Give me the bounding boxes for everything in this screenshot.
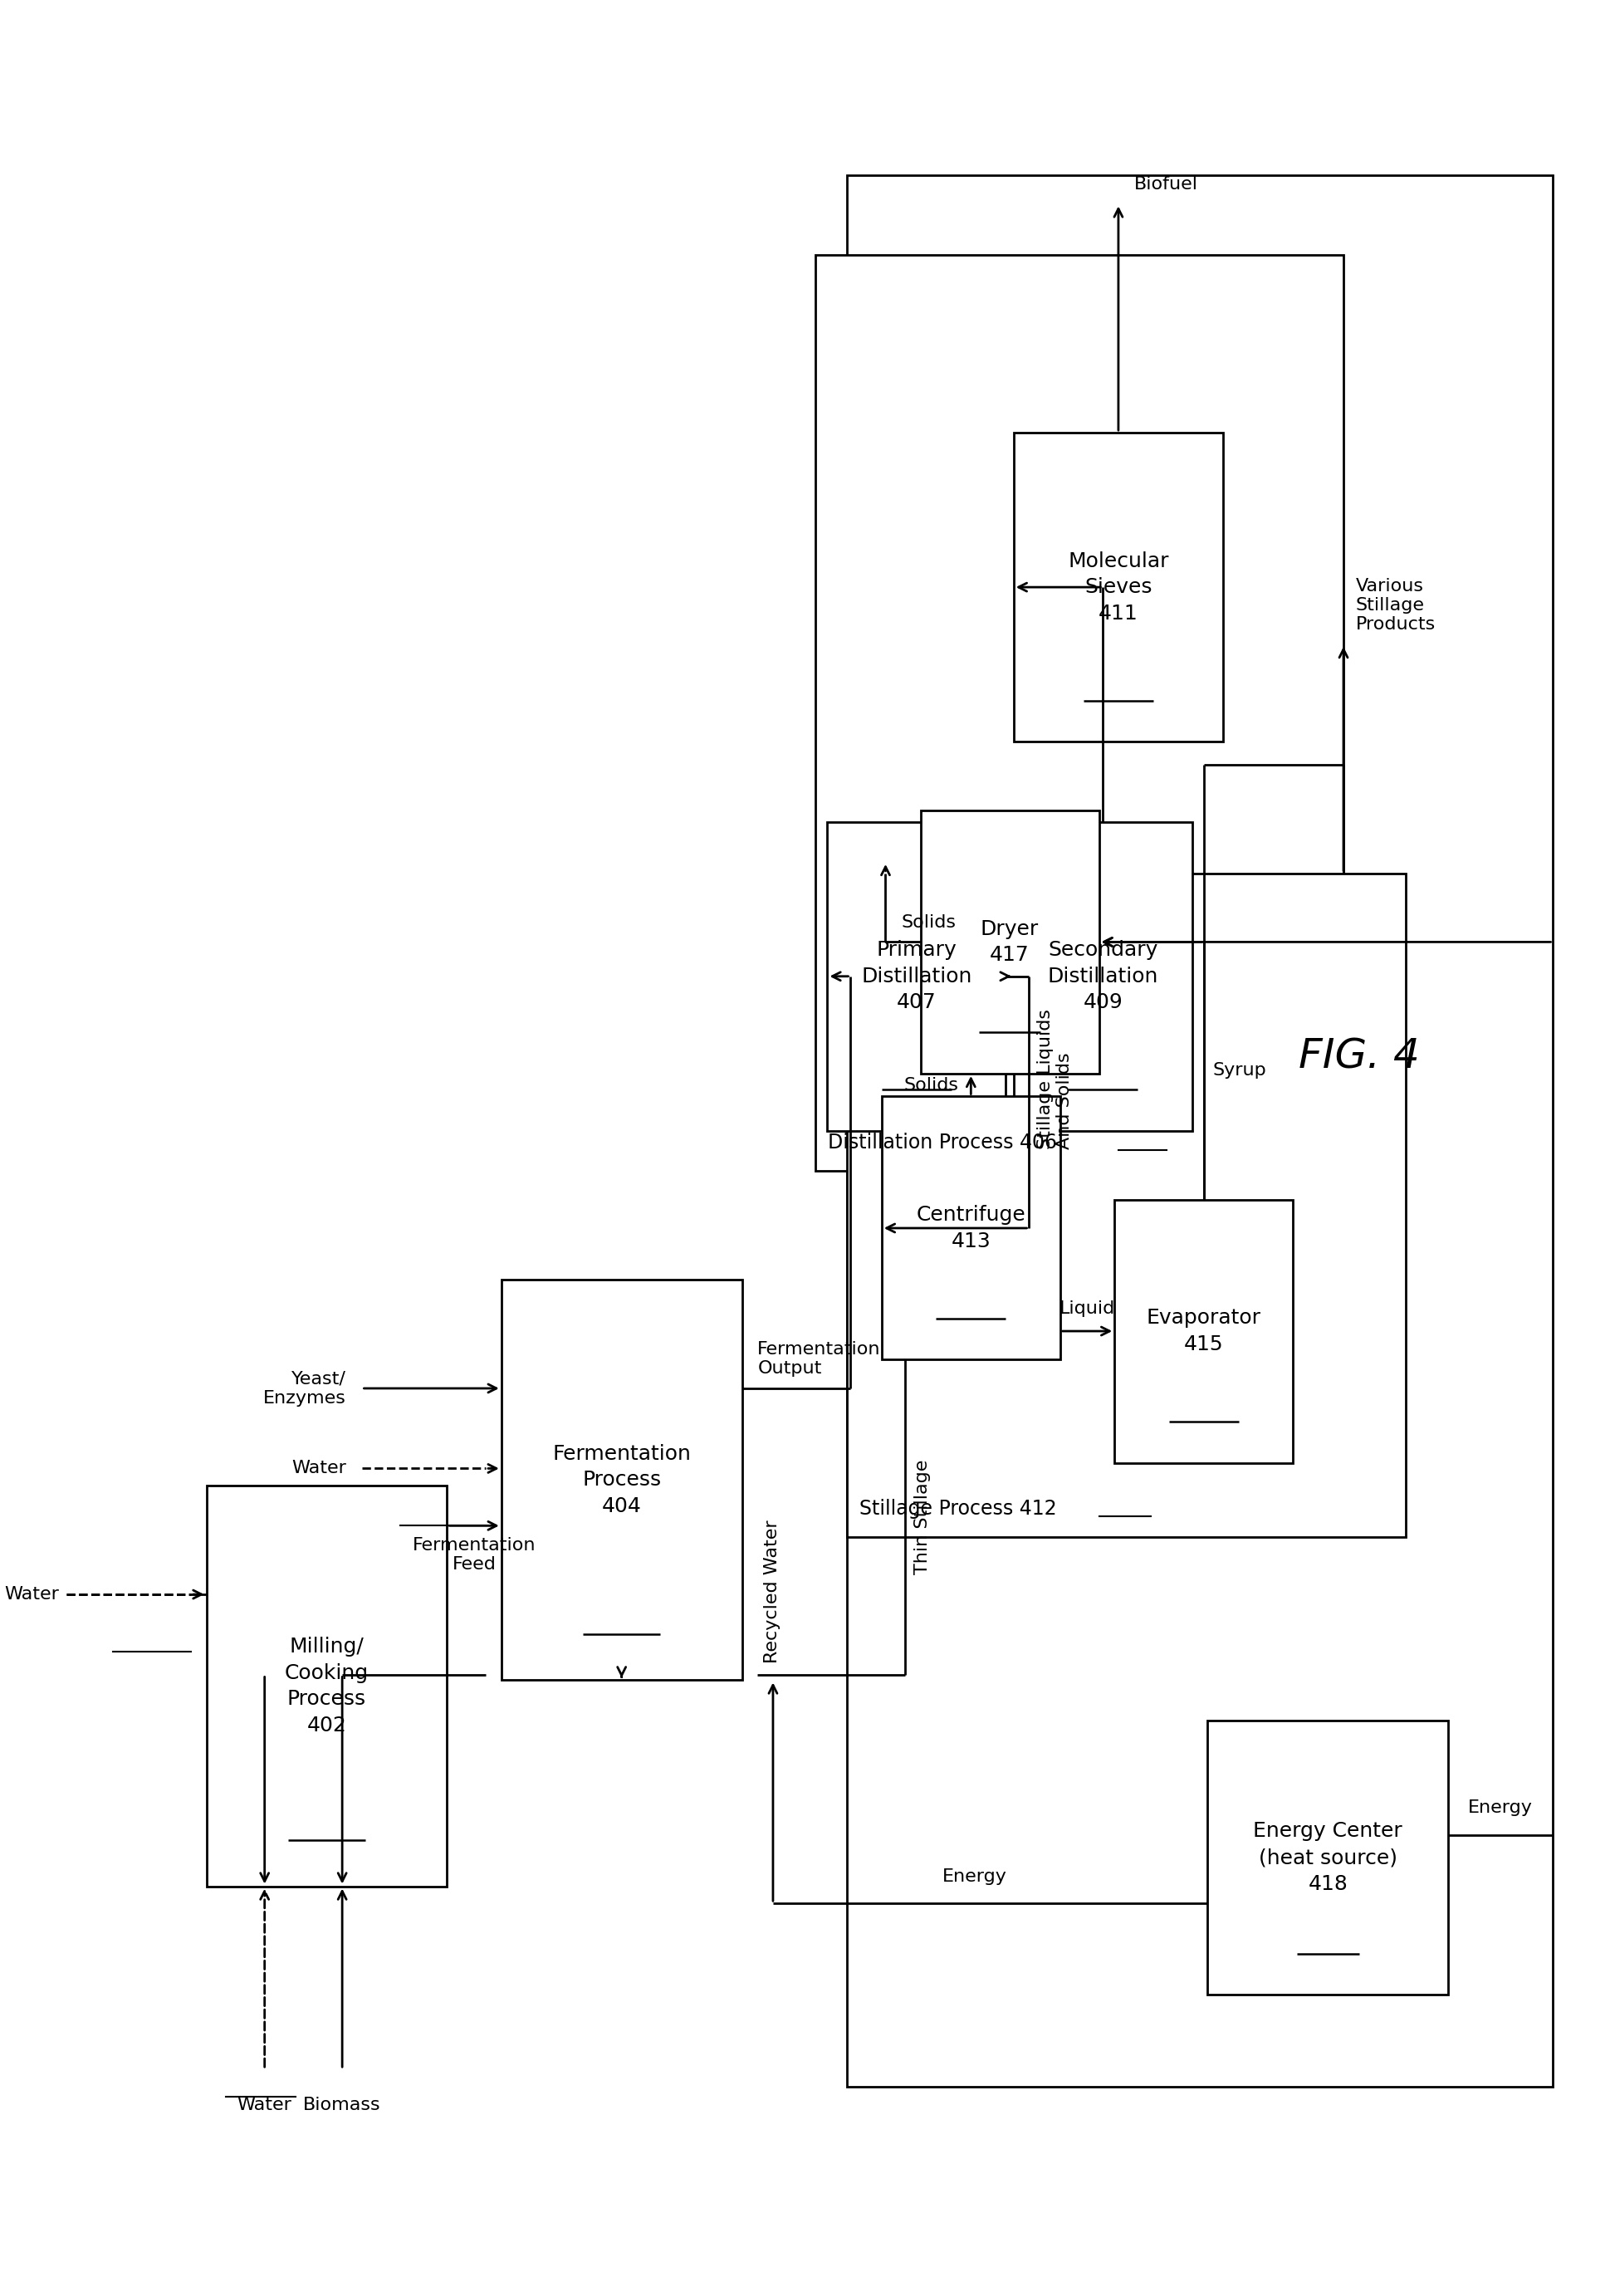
Text: Energy Center
(heat source)
418: Energy Center (heat source) 418 [1253,1821,1402,1894]
Text: Fermentation
Output: Fermentation Output [757,1341,881,1378]
Bar [1013,822,1191,1132]
Text: Energy: Energy [1468,1800,1533,1816]
Text: Centrifuge
413: Centrifuge 413 [916,1205,1026,1251]
Text: Solids: Solids [903,1077,958,1093]
Text: Biomass: Biomass [303,2096,382,2112]
Text: Syrup: Syrup [1212,1063,1265,1079]
Bar [828,822,1005,1132]
Text: Fermentation
Process
404: Fermentation Process 404 [552,1444,691,1515]
Text: Evaporator
415: Evaporator 415 [1146,1309,1261,1355]
Text: Various
Stillage
Products: Various Stillage Products [1356,579,1435,634]
Bar [815,255,1343,1171]
Bar [1114,1199,1293,1463]
Text: Yeast/
Enzymes: Yeast/ Enzymes [262,1371,346,1405]
Bar [206,1486,446,1887]
Text: FIG. 4: FIG. 4 [1298,1035,1418,1077]
Bar [919,810,1098,1075]
Text: Milling/
Cooking
Process
402: Milling/ Cooking Process 402 [285,1637,369,1736]
Text: Energy: Energy [942,1869,1006,1885]
Text: Water: Water [5,1587,60,1603]
Text: Molecular
Sieves
411: Molecular Sieves 411 [1067,551,1169,625]
Text: Recycled Water: Recycled Water [763,1520,781,1662]
Text: Distillation Process 406: Distillation Process 406 [828,1132,1056,1153]
Bar [847,872,1406,1536]
Text: Dryer
417: Dryer 417 [980,918,1038,964]
Text: Liquid: Liquid [1059,1302,1114,1318]
Text: Stillage Liquids
And Solids: Stillage Liquids And Solids [1037,1010,1072,1150]
Bar [1013,432,1222,742]
Bar [1208,1720,1447,1995]
Bar [501,1279,742,1681]
Text: Fermentation
Feed: Fermentation Feed [412,1536,536,1573]
Text: Secondary
Distillation
409: Secondary Distillation 409 [1047,939,1158,1013]
Text: Stillage Process 412: Stillage Process 412 [858,1499,1056,1520]
Text: Water: Water [291,1460,346,1476]
Text: Solids: Solids [900,914,955,930]
Text: Water: Water [237,2096,291,2112]
Bar [847,174,1552,2087]
Bar [881,1097,1059,1359]
Text: Biofuel: Biofuel [1133,177,1198,193]
Text: Thin Stillage: Thin Stillage [914,1460,931,1575]
Text: Primary
Distillation
407: Primary Distillation 407 [861,939,971,1013]
